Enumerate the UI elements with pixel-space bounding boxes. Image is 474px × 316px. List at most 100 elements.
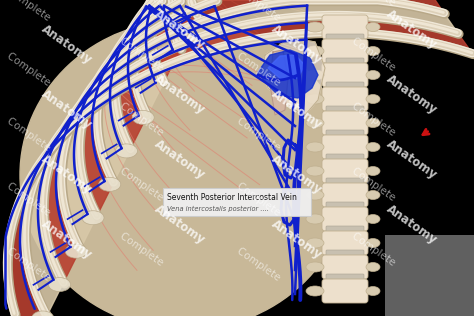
Ellipse shape xyxy=(366,215,380,223)
Text: Complete: Complete xyxy=(235,0,285,25)
Polygon shape xyxy=(151,0,377,82)
Text: Anatomy: Anatomy xyxy=(384,72,439,116)
FancyBboxPatch shape xyxy=(322,87,368,111)
FancyBboxPatch shape xyxy=(322,183,368,207)
FancyBboxPatch shape xyxy=(322,207,368,231)
Ellipse shape xyxy=(306,286,324,296)
Text: Anatomy: Anatomy xyxy=(152,202,208,246)
FancyBboxPatch shape xyxy=(163,188,311,216)
Text: Anatomy: Anatomy xyxy=(152,137,208,181)
Text: Complete: Complete xyxy=(350,231,400,270)
Text: Vena intercostalis posterior ....: Vena intercostalis posterior .... xyxy=(167,206,269,212)
Polygon shape xyxy=(268,55,305,80)
Bar xyxy=(385,235,474,316)
Text: Anatomy: Anatomy xyxy=(39,22,94,66)
FancyBboxPatch shape xyxy=(326,250,364,257)
Text: Anatomy: Anatomy xyxy=(384,137,439,181)
Polygon shape xyxy=(97,0,407,182)
Polygon shape xyxy=(115,0,396,149)
Text: Complete: Complete xyxy=(350,36,400,75)
Polygon shape xyxy=(61,0,431,249)
FancyBboxPatch shape xyxy=(326,274,364,281)
FancyBboxPatch shape xyxy=(326,106,364,113)
Polygon shape xyxy=(187,0,362,15)
FancyBboxPatch shape xyxy=(326,154,364,161)
Ellipse shape xyxy=(366,191,380,199)
Text: Complete: Complete xyxy=(118,36,168,75)
Ellipse shape xyxy=(306,238,324,248)
FancyBboxPatch shape xyxy=(326,226,364,233)
Text: Anatomy: Anatomy xyxy=(269,217,325,261)
Text: Seventh Posterior Intercostal Vein: Seventh Posterior Intercostal Vein xyxy=(167,193,297,203)
Text: Complete: Complete xyxy=(5,0,55,25)
Ellipse shape xyxy=(366,94,380,104)
Polygon shape xyxy=(169,0,369,49)
Text: Complete: Complete xyxy=(350,166,400,205)
Text: Complete: Complete xyxy=(118,101,168,140)
Ellipse shape xyxy=(306,262,324,272)
Text: Anatomy: Anatomy xyxy=(39,217,94,261)
Ellipse shape xyxy=(32,311,54,316)
Ellipse shape xyxy=(366,22,380,32)
Ellipse shape xyxy=(306,214,324,224)
FancyBboxPatch shape xyxy=(322,231,368,255)
Ellipse shape xyxy=(65,244,87,258)
Polygon shape xyxy=(258,50,318,98)
Ellipse shape xyxy=(116,144,137,158)
Ellipse shape xyxy=(132,111,154,125)
Text: Complete: Complete xyxy=(118,0,168,10)
Ellipse shape xyxy=(366,287,380,295)
FancyBboxPatch shape xyxy=(326,82,364,89)
FancyBboxPatch shape xyxy=(326,58,364,65)
Ellipse shape xyxy=(306,190,324,200)
Ellipse shape xyxy=(306,142,324,152)
Ellipse shape xyxy=(306,166,324,176)
FancyBboxPatch shape xyxy=(322,15,368,39)
Text: Anatomy: Anatomy xyxy=(269,152,325,196)
Text: Anatomy: Anatomy xyxy=(269,0,325,1)
Ellipse shape xyxy=(366,70,380,80)
Text: Complete: Complete xyxy=(5,246,55,285)
FancyBboxPatch shape xyxy=(322,135,368,159)
Polygon shape xyxy=(79,0,419,216)
Text: Complete: Complete xyxy=(350,101,400,140)
Ellipse shape xyxy=(306,46,324,56)
Text: Complete: Complete xyxy=(5,181,55,220)
Text: Complete: Complete xyxy=(235,246,285,285)
Text: Anatomy: Anatomy xyxy=(152,7,208,51)
Text: Complete: Complete xyxy=(235,181,285,220)
Ellipse shape xyxy=(366,239,380,247)
FancyBboxPatch shape xyxy=(322,279,368,303)
Text: Anatomy: Anatomy xyxy=(39,87,94,131)
Text: Anatomy: Anatomy xyxy=(269,87,325,131)
FancyBboxPatch shape xyxy=(326,202,364,209)
Text: Anatomy: Anatomy xyxy=(384,202,439,246)
FancyBboxPatch shape xyxy=(322,111,368,135)
Text: Anatomy: Anatomy xyxy=(269,22,325,66)
Text: Complete: Complete xyxy=(5,51,55,90)
Polygon shape xyxy=(7,15,473,316)
Ellipse shape xyxy=(48,277,71,292)
Polygon shape xyxy=(0,0,100,80)
Text: Complete: Complete xyxy=(235,116,285,155)
Polygon shape xyxy=(270,50,288,115)
FancyBboxPatch shape xyxy=(322,159,368,183)
FancyBboxPatch shape xyxy=(326,34,364,41)
Polygon shape xyxy=(133,0,386,115)
Ellipse shape xyxy=(306,22,324,32)
FancyBboxPatch shape xyxy=(322,63,368,87)
Text: Anatomy: Anatomy xyxy=(152,72,208,116)
Text: Anatomy: Anatomy xyxy=(384,7,439,51)
Ellipse shape xyxy=(366,118,380,127)
FancyBboxPatch shape xyxy=(326,178,364,185)
Text: Complete: Complete xyxy=(118,166,168,205)
Polygon shape xyxy=(25,0,458,316)
Text: Complete: Complete xyxy=(235,51,285,90)
Polygon shape xyxy=(0,240,80,316)
Ellipse shape xyxy=(82,211,104,225)
Ellipse shape xyxy=(306,118,324,128)
Ellipse shape xyxy=(306,70,324,80)
Polygon shape xyxy=(43,0,444,283)
Ellipse shape xyxy=(99,177,121,191)
FancyBboxPatch shape xyxy=(326,130,364,137)
